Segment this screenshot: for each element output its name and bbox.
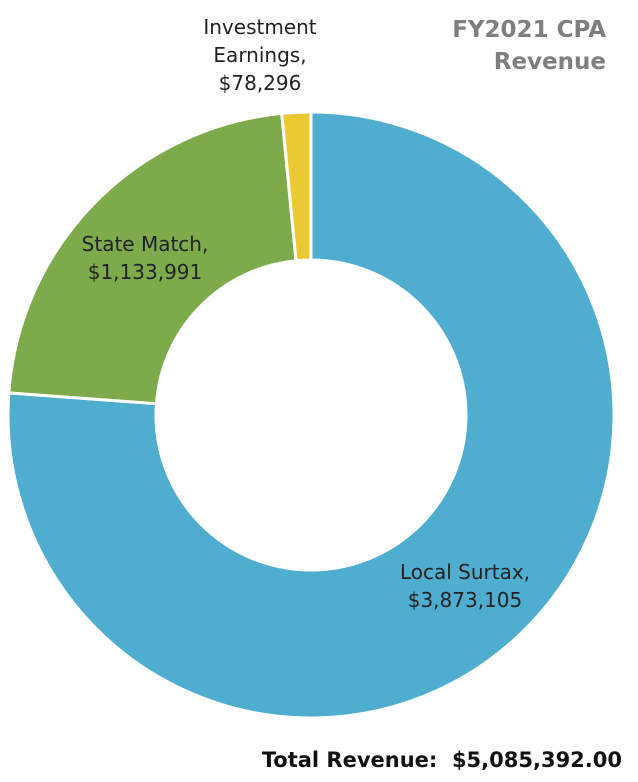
category-label: State Match, — [81, 232, 209, 256]
chart-title: FY2021 CPA Revenue — [452, 17, 606, 75]
donut-slice — [6, 110, 616, 720]
category-label: Investment Earnings, — [203, 15, 317, 67]
value-label: $3,873,105 — [407, 588, 523, 612]
donut-slice — [280, 110, 313, 263]
data-label: Investment Earnings, $78,296 — [185, 13, 335, 97]
data-label: State Match, $1,133,991 — [45, 230, 245, 286]
donut-slice — [7, 111, 298, 406]
total-annotation: Total Revenue: $5,085,392.00 — [261, 748, 622, 772]
value-label: $78,296 — [218, 71, 302, 95]
category-label: Local Surtax, — [399, 560, 531, 584]
data-label: Local Surtax, $3,873,105 — [365, 558, 565, 614]
value-label: $1,133,991 — [87, 260, 203, 284]
